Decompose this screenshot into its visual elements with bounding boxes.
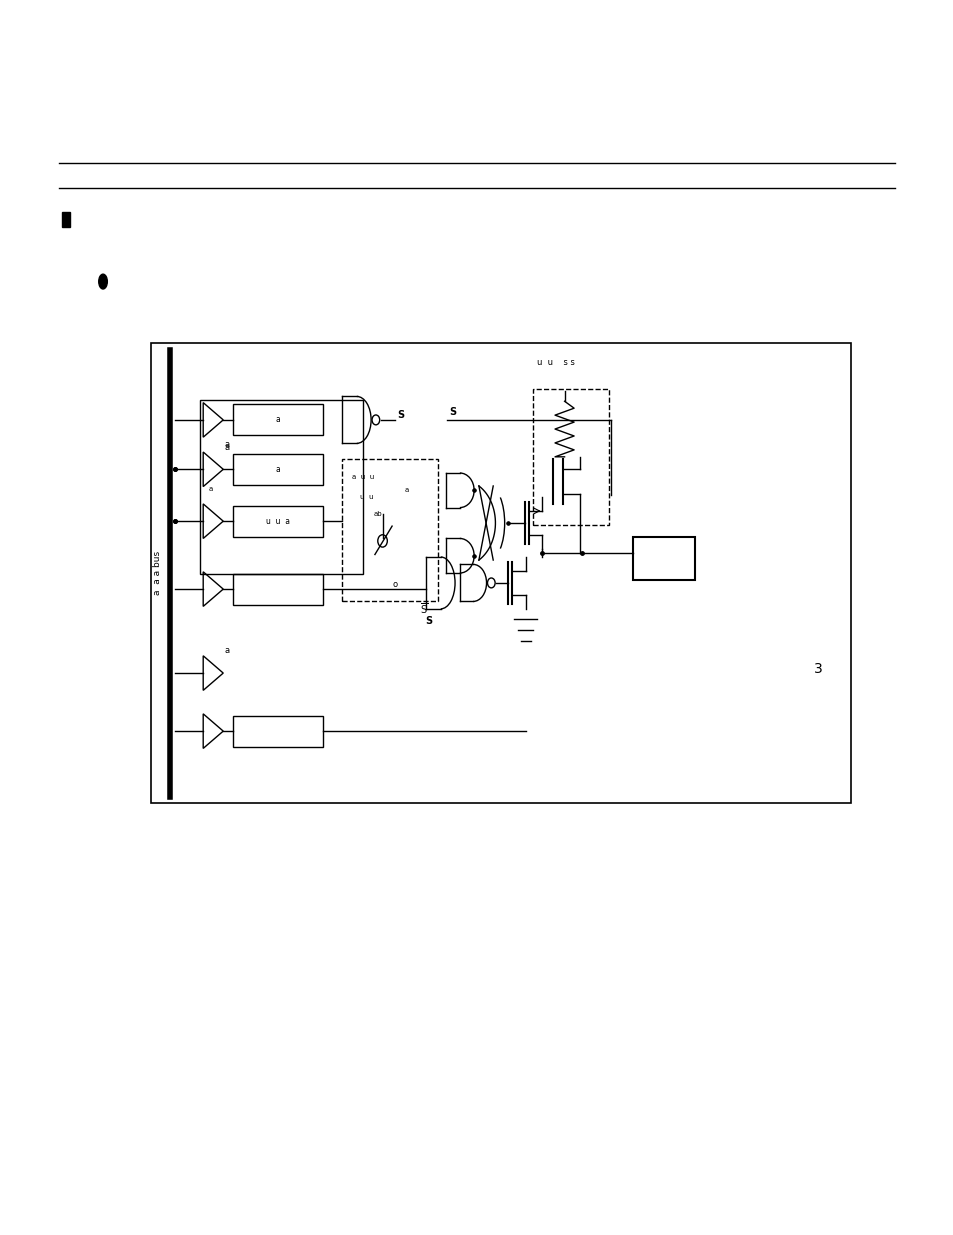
Text: u  u    s s: u u s s bbox=[537, 358, 575, 367]
Bar bbox=[233, 506, 323, 536]
Text: ab: ab bbox=[374, 511, 382, 517]
Text: o: o bbox=[392, 580, 396, 589]
Text: S: S bbox=[396, 410, 403, 420]
Text: 3: 3 bbox=[813, 662, 822, 677]
Bar bbox=[233, 573, 323, 604]
Text: a  a a bus: a a a bus bbox=[152, 551, 162, 595]
Text: S: S bbox=[424, 616, 432, 626]
Bar bbox=[200, 400, 362, 574]
Bar bbox=[342, 459, 437, 601]
Text: a: a bbox=[224, 646, 230, 656]
Text: a: a bbox=[224, 440, 230, 450]
Text: u  u: u u bbox=[359, 494, 373, 500]
Bar bbox=[62, 212, 70, 227]
Bar bbox=[632, 537, 694, 580]
Text: a: a bbox=[275, 464, 280, 474]
Bar bbox=[233, 453, 323, 484]
Text: a: a bbox=[224, 442, 230, 452]
Ellipse shape bbox=[98, 274, 107, 289]
Bar bbox=[233, 404, 323, 435]
Bar bbox=[151, 343, 850, 803]
Text: $\overline{\rm S}$: $\overline{\rm S}$ bbox=[420, 601, 428, 616]
Bar bbox=[233, 716, 323, 746]
Text: a  u  u: a u u bbox=[352, 474, 374, 480]
Text: a: a bbox=[209, 487, 213, 492]
Text: a: a bbox=[275, 415, 280, 425]
Bar bbox=[532, 389, 608, 525]
Text: a: a bbox=[404, 487, 408, 493]
Text: u  u  a: u u a bbox=[266, 516, 290, 526]
Text: S: S bbox=[449, 408, 456, 417]
